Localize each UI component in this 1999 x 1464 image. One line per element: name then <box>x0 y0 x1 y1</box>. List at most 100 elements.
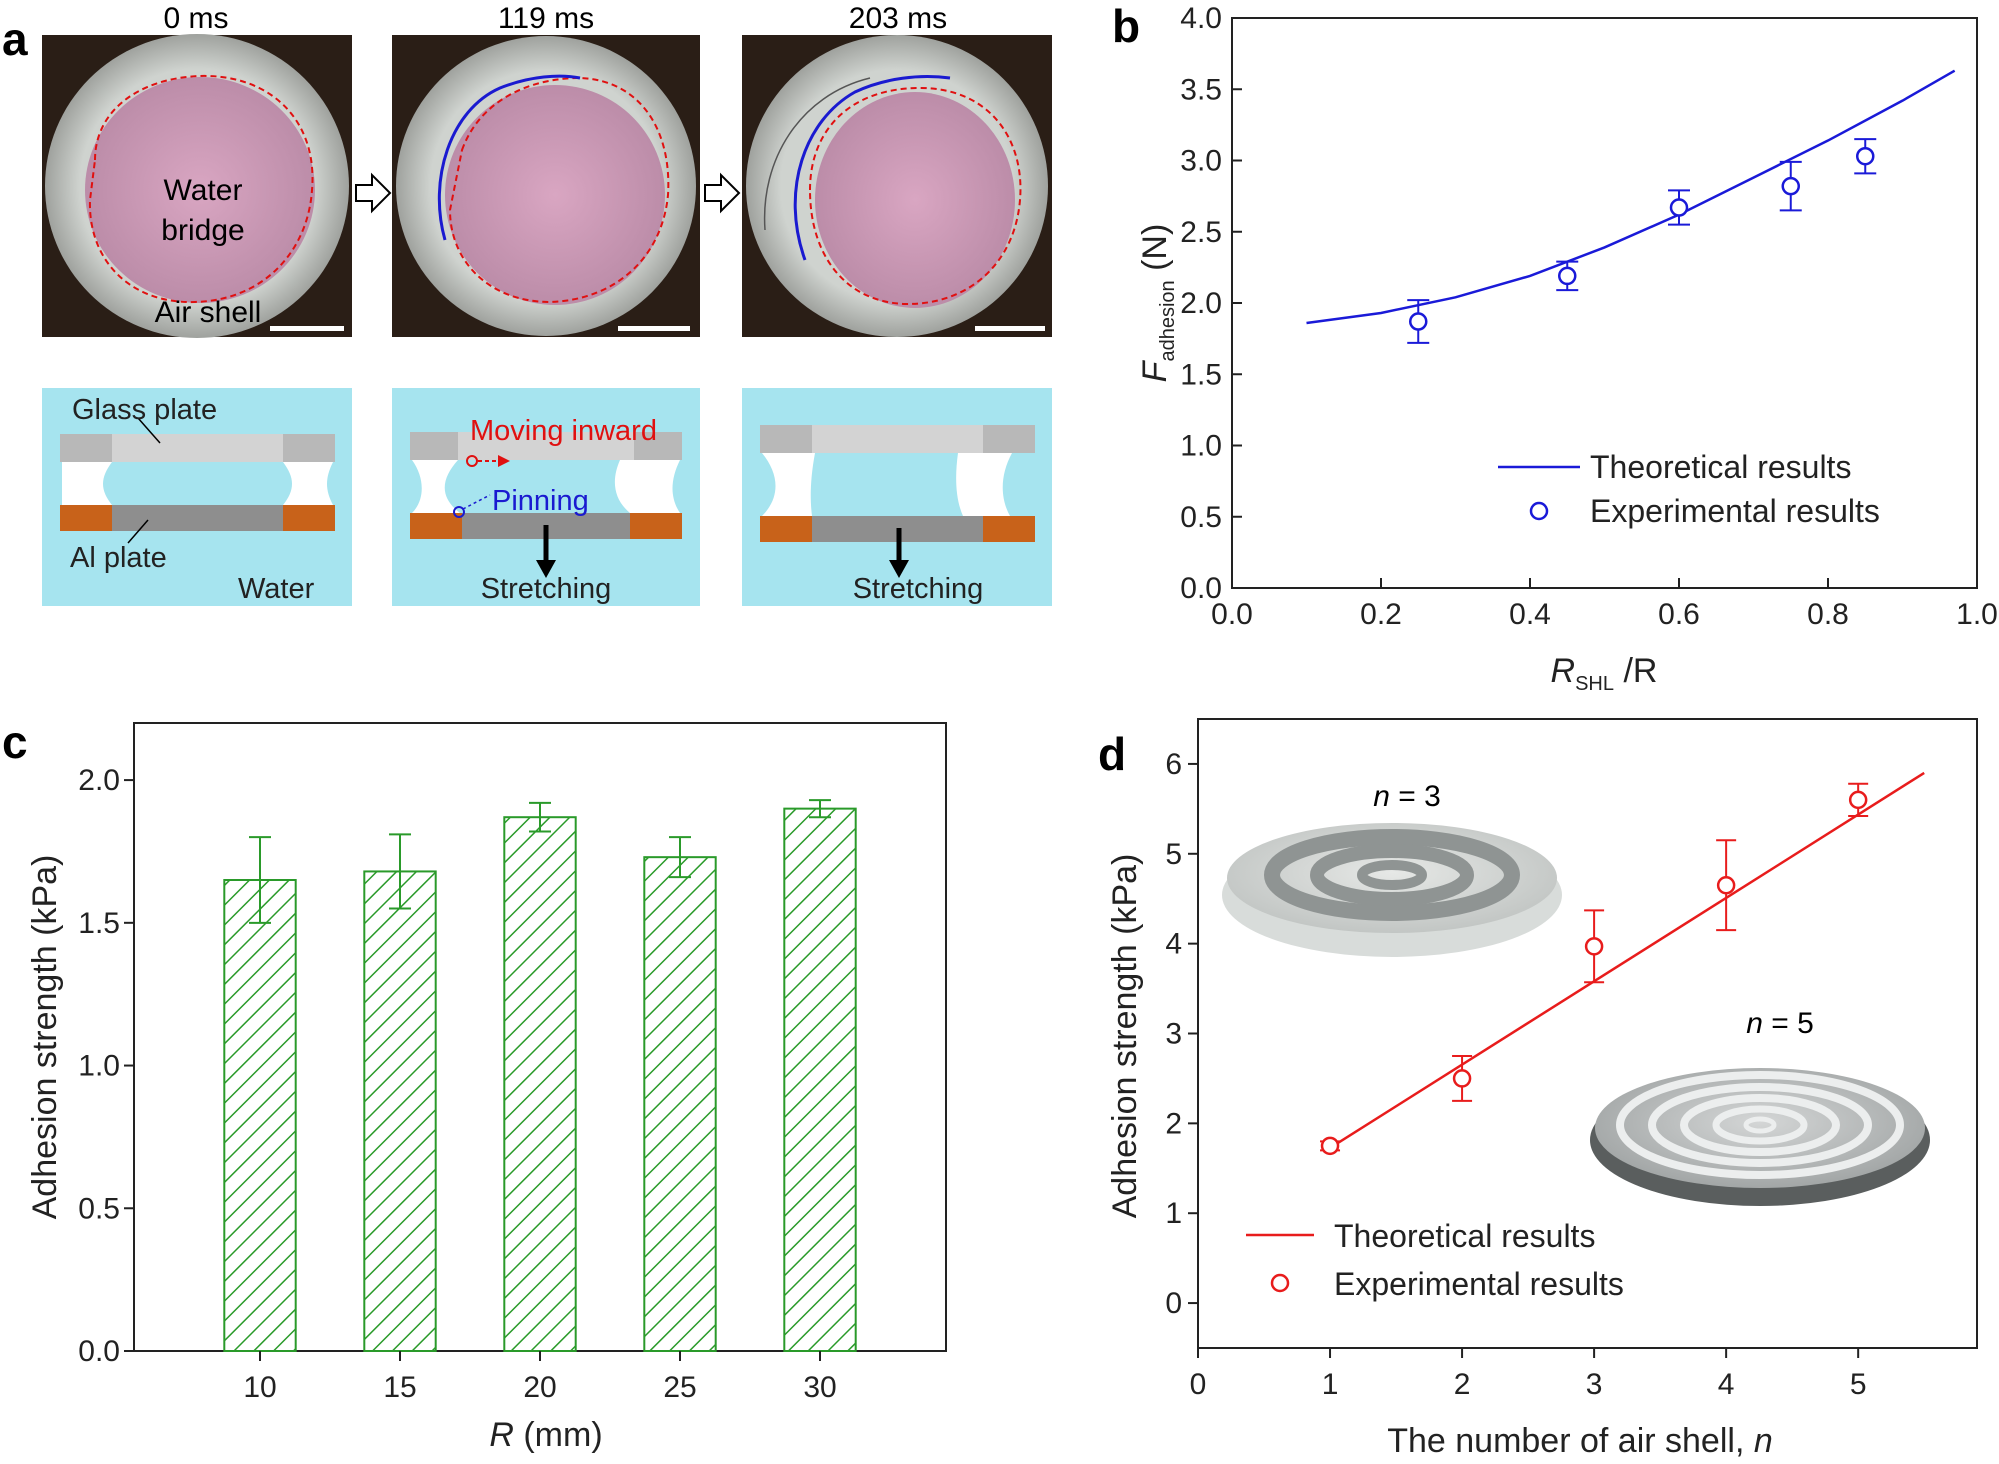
chart-b-xtick-4: 0.8 <box>1807 598 1849 631</box>
chart-d-point <box>1848 790 1868 810</box>
water-bridge-outline-0 <box>88 74 314 304</box>
scale-bar-0 <box>270 326 344 331</box>
chart-d-legend-marker <box>1270 1273 1290 1293</box>
label-moving-inward: Moving inward <box>470 415 657 447</box>
chart-b-point <box>1856 146 1875 166</box>
chart-d-xtick-1: 1 <box>1322 1368 1339 1401</box>
chart-b-point <box>1669 198 1689 217</box>
chart-b-point <box>1409 312 1428 331</box>
chart-d-xtick-5: 5 <box>1850 1368 1867 1401</box>
inset-n5: n = 5 <box>1590 1007 1930 1206</box>
chart-d-ytick-5: 5 <box>1165 838 1182 871</box>
chart-b-legend: Theoretical results Experimental results <box>1498 449 1880 529</box>
chart-b: 0.0 0.5 1.0 1.5 2.0 2.5 3.0 3.5 4.0 0.0 … <box>1136 2 1998 695</box>
chart-c-ytick-1: 0.5 <box>78 1192 120 1225</box>
chart-b-ytick-8: 4.0 <box>1180 2 1222 35</box>
chart-b-xticks: 0.0 0.2 0.4 0.6 0.8 1.0 <box>1211 598 1998 631</box>
chart-d-legend-theory: Theoretical results <box>1334 1218 1595 1254</box>
chart-d-xtick-0: 0 <box>1190 1368 1207 1401</box>
chart-b-xlabel: RSHL /R <box>1551 652 1658 695</box>
chart-c-ytick-0: 0.0 <box>78 1335 120 1368</box>
chart-d-point <box>1452 1069 1472 1088</box>
photo-label-air-shell: Air shell <box>155 296 262 329</box>
chart-c-bar <box>223 879 297 1352</box>
chart-b-point <box>1781 176 1800 196</box>
diagram-3: Stretching <box>742 388 1052 606</box>
chart-c-ytick-2: 1.0 <box>78 1050 120 1083</box>
water-bridge-outline-1 <box>448 76 670 304</box>
chart-d-ytick-6: 6 <box>1165 748 1182 781</box>
chart-d-tickmarks <box>1188 762 1860 1358</box>
chart-b-ytick-2: 1.0 <box>1180 430 1222 463</box>
photo-frame-1 <box>392 35 700 337</box>
chart-d-theory-line <box>1322 771 1925 1154</box>
chart-c-xtick-1: 15 <box>383 1371 416 1404</box>
flow-arrow-1 <box>355 172 392 214</box>
chart-b-point <box>1558 266 1577 286</box>
chart-c-xlabel: R (mm) <box>489 1416 602 1454</box>
chart-b-yticks: 0.0 0.5 1.0 1.5 2.0 2.5 3.0 3.5 4.0 <box>1180 2 1222 605</box>
chart-c-yticks: 0.0 0.5 1.0 1.5 2.0 <box>78 764 120 1368</box>
chart-d: n = 3 n = 5 0 1 2 3 4 5 6 0 1 2 <box>1106 718 1978 1460</box>
chart-c-ytick-3: 1.5 <box>78 907 120 940</box>
chart-b-xtick-2: 0.4 <box>1509 598 1551 631</box>
chart-d-ytick-2: 2 <box>1165 1107 1182 1140</box>
flow-arrow-2 <box>704 172 741 214</box>
chart-b-experiment-points <box>1407 138 1877 344</box>
scale-bar-2 <box>975 326 1045 331</box>
chart-c-ylabel: Adhesion strength (kPa) <box>26 855 64 1220</box>
chart-b-ylabel: Fadhesion (N) <box>1136 224 1179 383</box>
chart-d-xtick-3: 3 <box>1586 1368 1603 1401</box>
chart-d-experiment-points <box>1320 782 1869 1156</box>
panel-a-photos: 0 ms 119 ms 203 ms Water bridge Air shel… <box>42 2 1052 338</box>
label-al-plate: Al plate <box>70 542 167 574</box>
label-glass-plate: Glass plate <box>72 394 217 426</box>
chart-d-ytick-4: 4 <box>1165 928 1182 961</box>
diagram-2: Moving inward Pinning Stretching <box>392 388 700 606</box>
panel-label-c: c <box>2 716 28 768</box>
chart-b-xtick-3: 0.6 <box>1658 598 1700 631</box>
chart-d-legend-experiment: Experimental results <box>1334 1266 1624 1302</box>
panel-a-diagrams: Glass plate Al plate Water Moving inward… <box>42 388 1052 606</box>
chart-d-xtick-4: 4 <box>1718 1368 1735 1401</box>
pinning-line-1 <box>437 74 581 241</box>
photo-frame-0: Water bridge Air shell <box>42 34 352 338</box>
chart-d-legend: Theoretical results Experimental results <box>1246 1218 1624 1302</box>
panel-label-d: d <box>1098 728 1126 780</box>
chart-c-bar <box>503 816 577 1352</box>
chart-c: 0.0 0.5 1.0 1.5 2.0 10 15 20 25 30 R (mm… <box>26 722 947 1454</box>
chart-d-ytick-3: 3 <box>1165 1018 1182 1051</box>
chart-b-ytick-7: 3.5 <box>1180 73 1222 106</box>
frame-time-0: 0 ms <box>163 2 228 35</box>
photo-frame-2 <box>742 35 1052 337</box>
chart-d-point <box>1320 1136 1340 1156</box>
inset-n5-label: n = 5 <box>1746 1007 1814 1040</box>
frame-time-2: 203 ms <box>849 2 947 35</box>
chart-d-yticks: 0 1 2 3 4 5 6 <box>1165 748 1182 1320</box>
chart-d-xlabel: The number of air shell, n <box>1387 1422 1773 1460</box>
chart-c-ytick-4: 2.0 <box>78 764 120 797</box>
chart-b-tickmarks <box>1231 17 1978 589</box>
chart-d-xtick-2: 2 <box>1454 1368 1471 1401</box>
photo-label-bridge: bridge <box>161 214 244 247</box>
chart-b-xtick-0: 0.0 <box>1211 598 1253 631</box>
chart-c-bar <box>643 856 717 1352</box>
chart-b-theory-line <box>1306 69 1956 325</box>
diagram-1: Glass plate Al plate Water <box>42 388 352 606</box>
chart-c-xtick-4: 30 <box>803 1371 836 1404</box>
chart-c-xtick-0: 10 <box>243 1371 276 1404</box>
chart-c-xticks: 10 15 20 25 30 <box>243 1371 836 1404</box>
chart-c-bars <box>223 799 857 1352</box>
chart-d-xticks: 0 1 2 3 4 5 <box>1190 1368 1867 1401</box>
chart-b-ytick-0: 0.0 <box>1180 572 1222 605</box>
label-stretching-1: Stretching <box>481 573 612 605</box>
chart-b-ytick-4: 2.0 <box>1180 287 1222 320</box>
inset-n3-label: n = 3 <box>1373 780 1441 813</box>
chart-b-legend-marker <box>1529 501 1549 521</box>
chart-d-ytick-0: 0 <box>1165 1287 1182 1320</box>
chart-c-xtick-2: 20 <box>523 1371 556 1404</box>
chart-b-ytick-1: 0.5 <box>1180 501 1222 534</box>
panel-label-b: b <box>1112 0 1140 52</box>
scale-bar-1 <box>618 326 690 331</box>
chart-b-ytick-3: 1.5 <box>1180 358 1222 391</box>
